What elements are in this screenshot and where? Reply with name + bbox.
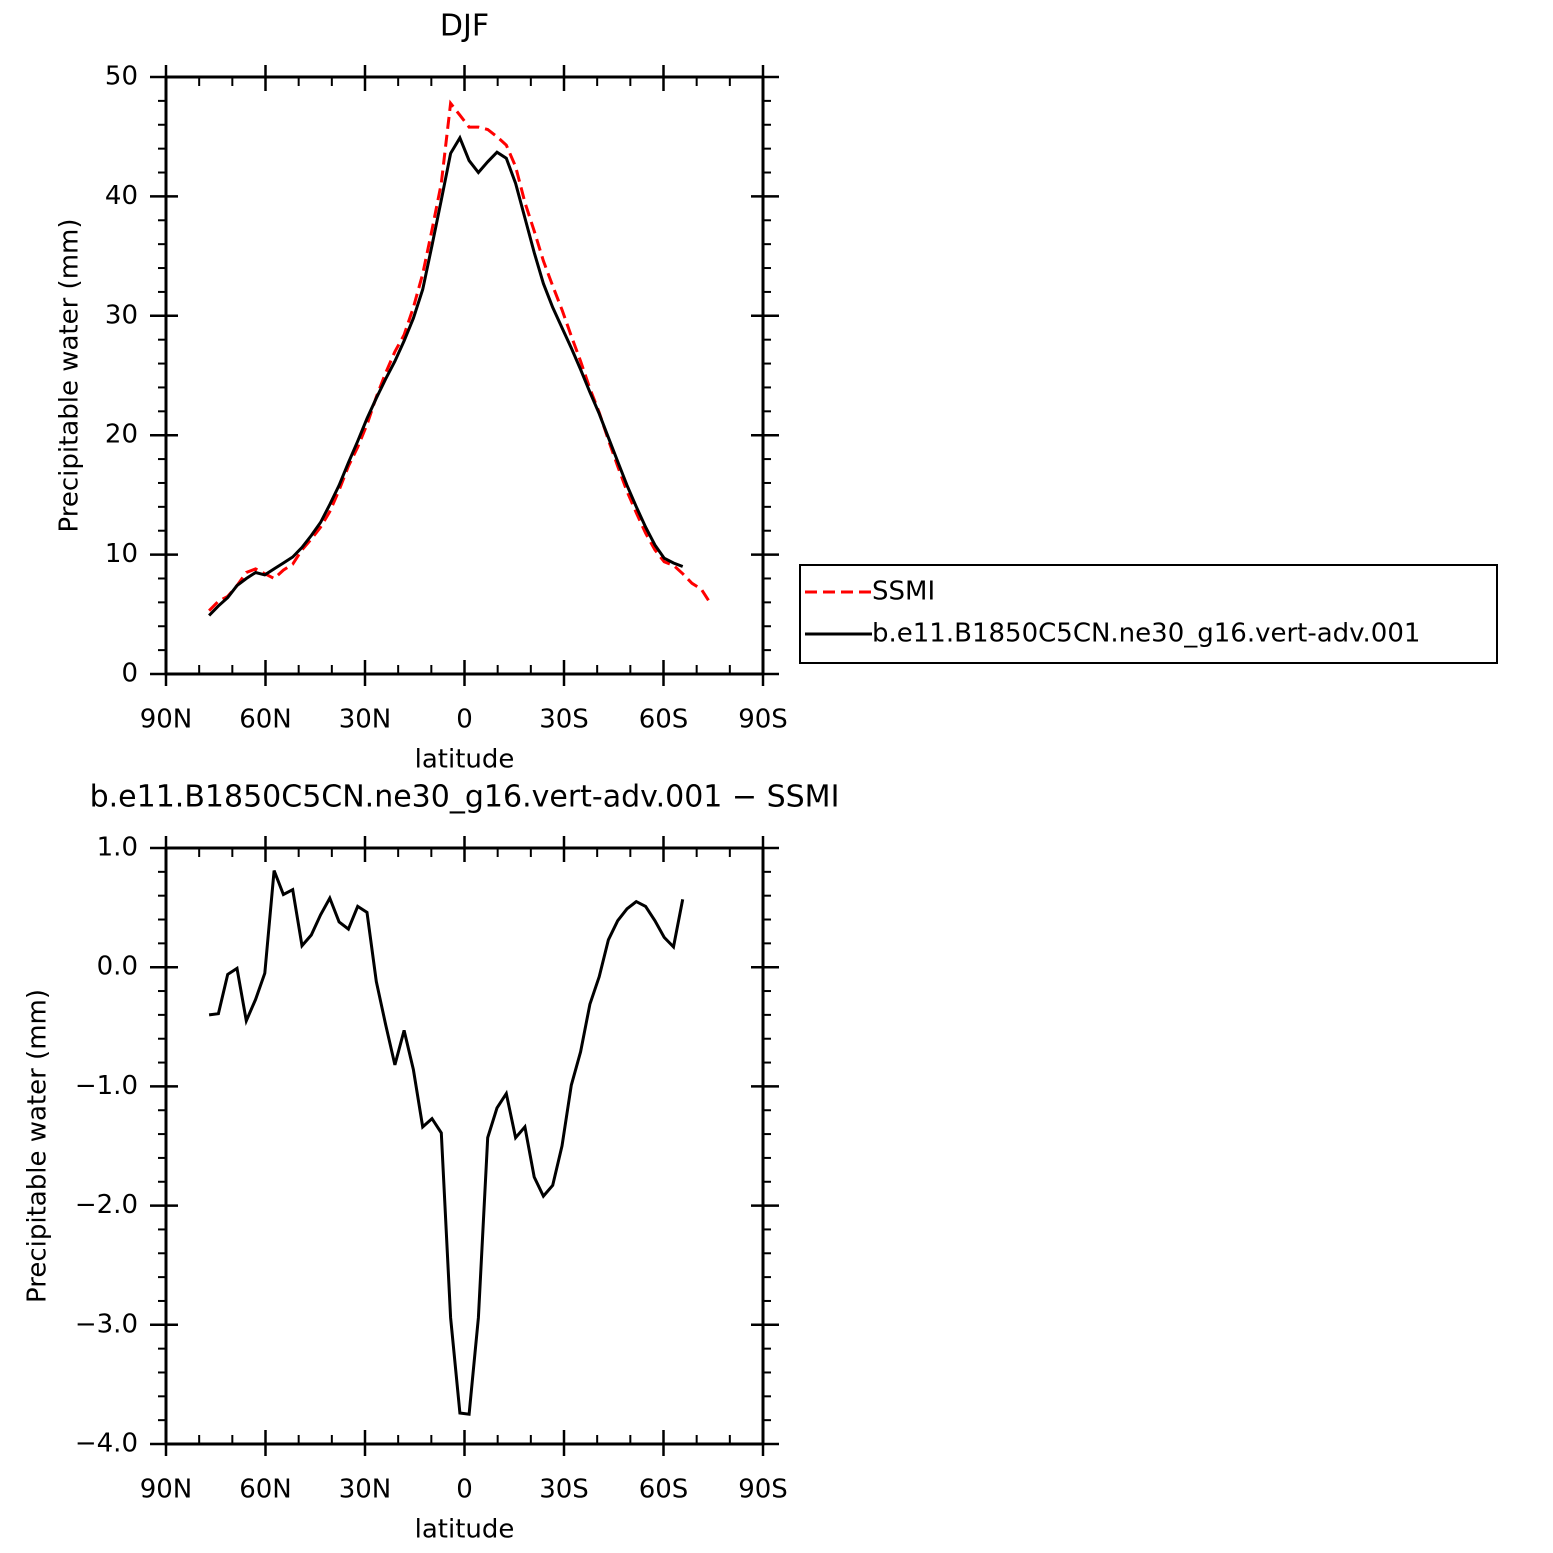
- x-tick-label: 60N: [239, 1475, 292, 1505]
- chart-title: DJF: [440, 9, 489, 44]
- x-tick-label: 90N: [140, 1475, 193, 1505]
- y-tick-label: 1.0: [97, 833, 138, 863]
- plot-frame: [164, 75, 765, 676]
- x-tick-label: 60N: [239, 705, 292, 735]
- x-tick-label: 30N: [339, 705, 392, 735]
- legend-box: [799, 564, 1498, 664]
- legend-label: b.e11.B1850C5CN.ne30_g16.vert-adv.001: [872, 619, 1420, 649]
- x-axis-label: latitude: [415, 1515, 515, 1545]
- y-tick-label: 0.0: [97, 952, 138, 982]
- x-tick-label: 0: [456, 705, 473, 735]
- y-tick-label: −3.0: [75, 1309, 138, 1339]
- y-axis-label: Precipitable water (mm): [55, 219, 85, 533]
- y-tick-label: −1.0: [75, 1071, 138, 1101]
- y-axis-label: Precipitable water (mm): [23, 989, 53, 1303]
- x-tick-label: 30S: [539, 705, 589, 735]
- y-tick-label: 0: [121, 659, 138, 689]
- x-tick-label: 90S: [738, 1475, 788, 1505]
- y-tick-label: −2.0: [75, 1190, 138, 1220]
- legend-label: SSMI: [872, 577, 935, 607]
- x-tick-label: 30S: [539, 1475, 589, 1505]
- x-tick-label: 30N: [339, 1475, 392, 1505]
- x-tick-label: 60S: [639, 705, 689, 735]
- x-tick-label: 90N: [140, 705, 193, 735]
- data-line: [208, 870, 685, 1416]
- x-tick-label: 60S: [639, 1475, 689, 1505]
- plot-frame: [164, 846, 765, 1446]
- data-line: [208, 134, 684, 617]
- data-line: [208, 99, 712, 612]
- y-tick-label: 40: [105, 181, 138, 211]
- x-axis-label: latitude: [415, 745, 515, 775]
- x-tick-label: 90S: [738, 705, 788, 735]
- chart-title: b.e11.B1850C5CN.ne30_g16.vert-adv.001 − …: [90, 780, 840, 815]
- x-tick-label: 0: [456, 1475, 473, 1505]
- y-tick-label: 10: [105, 539, 138, 569]
- y-tick-label: 50: [105, 62, 138, 92]
- y-tick-label: 20: [105, 420, 138, 450]
- y-tick-label: 30: [105, 300, 138, 330]
- y-tick-label: −4.0: [75, 1429, 138, 1459]
